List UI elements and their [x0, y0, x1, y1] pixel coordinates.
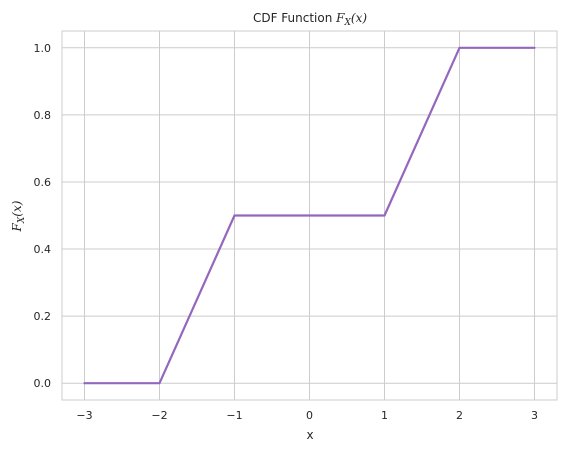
y-axis-label-math-sub: X — [17, 216, 27, 224]
x-axis-ticks: −3 −2 −1 0 1 2 3 — [76, 409, 538, 422]
y-axis-label: FX(x) — [10, 200, 27, 232]
y-axis-label-math-tail: (x) — [10, 200, 24, 216]
series-layer — [83, 46, 536, 385]
x-axis-label: x — [306, 428, 313, 442]
cdf-line — [83, 46, 536, 385]
y-tick-label: 0.0 — [34, 377, 52, 390]
y-tick-label: 0.8 — [34, 109, 52, 122]
x-tick-label: −3 — [76, 409, 92, 422]
x-tick-label: 1 — [381, 409, 388, 422]
y-tick-label: 1.0 — [34, 42, 52, 55]
x-tick-label: 3 — [531, 409, 538, 422]
x-tick-label: −2 — [151, 409, 167, 422]
chart-title-math: F — [335, 11, 345, 25]
chart-title-text: CDF Function — [253, 11, 336, 25]
x-tick-label: 0 — [306, 409, 313, 422]
y-axis-label-math: F — [10, 222, 24, 232]
y-tick-label: 0.4 — [34, 243, 52, 256]
y-tick-label: 0.2 — [34, 310, 52, 323]
y-axis-ticks: 0.0 0.2 0.4 0.6 0.8 1.0 — [34, 42, 52, 390]
y-tick-label: 0.6 — [34, 176, 52, 189]
chart-title: CDF Function FX(x) — [253, 11, 367, 28]
x-tick-label: 2 — [456, 409, 463, 422]
grid — [62, 31, 557, 400]
chart-title-math-sub: X — [343, 18, 351, 28]
x-tick-label: −1 — [226, 409, 242, 422]
chart-title-math-tail: (x) — [351, 11, 367, 25]
